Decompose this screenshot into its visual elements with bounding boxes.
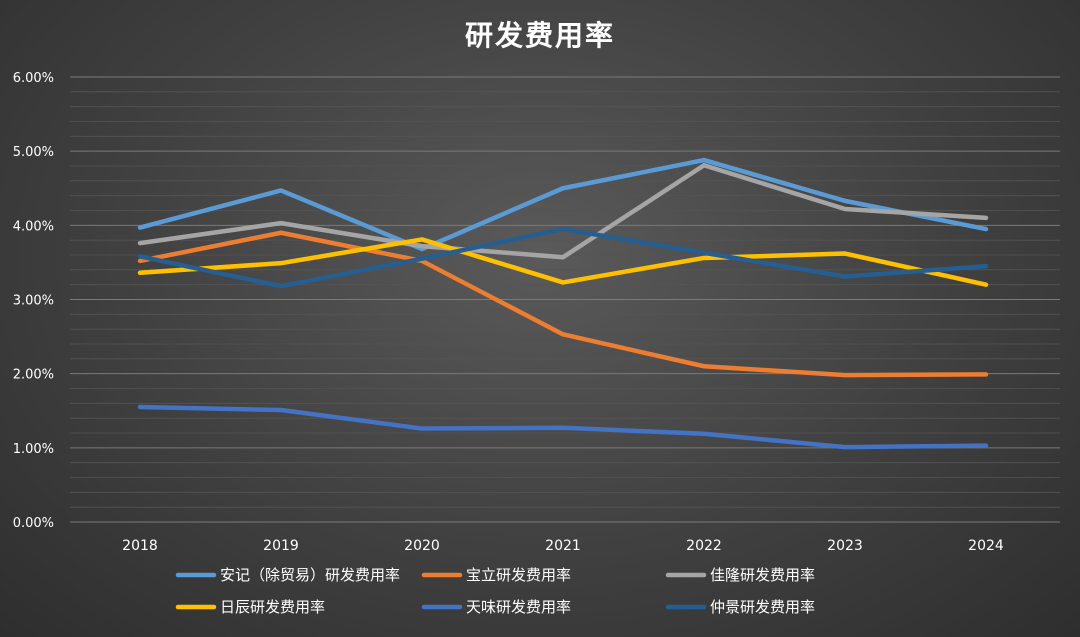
x-tick-label: 2022 bbox=[686, 538, 722, 554]
series-lines bbox=[137, 157, 989, 450]
y-axis-ticks: 0.00% 1.00% 2.00% 3.00% 4.00% 5.00% 6.00% bbox=[13, 71, 54, 531]
series-line-3 bbox=[137, 237, 989, 287]
y-tick-label: 4.00% bbox=[13, 219, 54, 234]
x-tick-label: 2019 bbox=[263, 538, 299, 554]
series-line-5 bbox=[137, 226, 989, 289]
series-line-0 bbox=[137, 157, 989, 252]
y-tick-label: 2.00% bbox=[13, 368, 54, 383]
legend-item: 安记（除贸易）研发费用率 bbox=[175, 566, 400, 584]
legend-item: 日辰研发费用率 bbox=[175, 598, 325, 616]
legend-item: 佳隆研发费用率 bbox=[665, 566, 815, 584]
legend-label: 天味研发费用率 bbox=[466, 598, 571, 616]
legend-label: 宝立研发费用率 bbox=[466, 566, 571, 584]
series-line-1 bbox=[137, 230, 989, 378]
y-tick-label: 3.00% bbox=[13, 294, 54, 309]
grid-lines bbox=[70, 76, 1060, 523]
x-axis-ticks: 2018 2019 2020 2021 2022 2023 2024 bbox=[122, 538, 1004, 554]
legend-item: 天味研发费用率 bbox=[421, 598, 571, 616]
y-tick-label: 0.00% bbox=[13, 516, 54, 531]
y-tick-label: 1.00% bbox=[13, 442, 54, 457]
y-tick-label: 6.00% bbox=[13, 71, 54, 86]
legend-label: 仲景研发费用率 bbox=[710, 598, 815, 616]
legend-item: 宝立研发费用率 bbox=[421, 566, 571, 584]
x-tick-label: 2024 bbox=[968, 538, 1004, 554]
x-tick-label: 2020 bbox=[404, 538, 440, 554]
x-tick-label: 2023 bbox=[827, 538, 863, 554]
x-tick-label: 2018 bbox=[122, 538, 158, 554]
series-line-2 bbox=[137, 163, 989, 260]
y-tick-label: 5.00% bbox=[13, 145, 54, 160]
legend-label: 佳隆研发费用率 bbox=[710, 566, 815, 584]
legend-label: 日辰研发费用率 bbox=[220, 598, 325, 616]
x-tick-label: 2021 bbox=[545, 538, 581, 554]
legend-item: 仲景研发费用率 bbox=[665, 598, 815, 616]
series-line-4 bbox=[137, 404, 989, 450]
chart-title: 研发费用率 bbox=[464, 19, 615, 52]
legend-label: 安记（除贸易）研发费用率 bbox=[220, 566, 400, 584]
